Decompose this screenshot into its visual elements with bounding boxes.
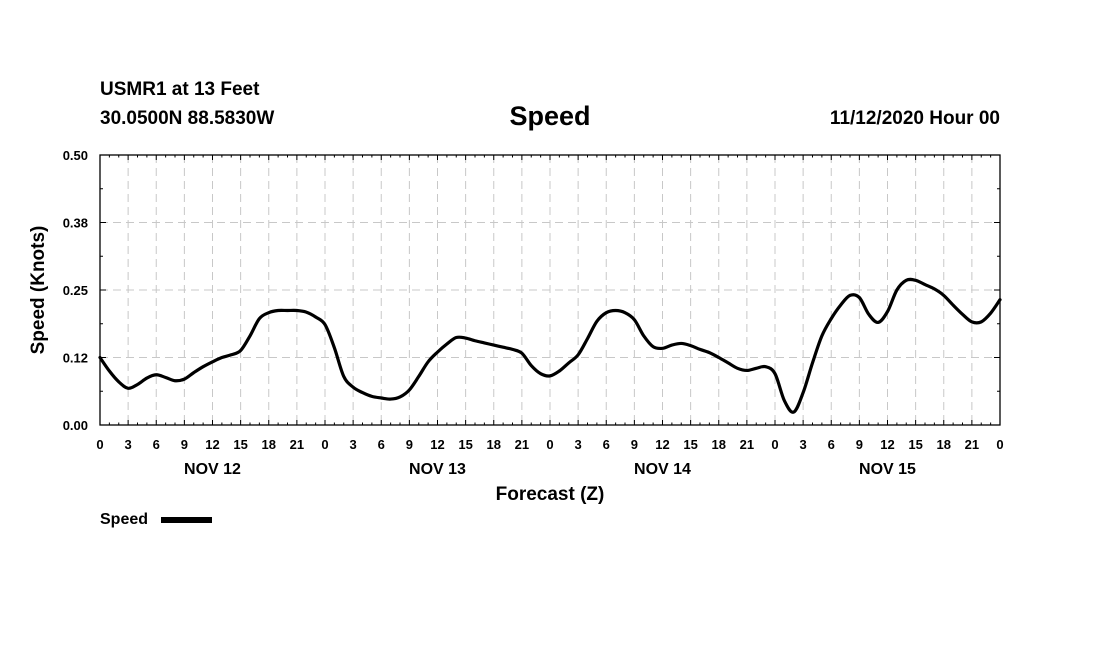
x-tick-label: 12 <box>430 437 444 452</box>
y-axis-label: Speed (Knots) <box>28 226 49 355</box>
x-tick-labels: 0 3 6 9 12 15 18 21 0 3 6 9 12 15 18 21 0 3 6 9 12 15 18 21 0 3 6 9… <box>96 437 1003 452</box>
day-label: NOV 12 <box>184 461 241 478</box>
x-tick-label: 0 <box>96 437 103 452</box>
x-tick-label: 0 <box>546 437 553 452</box>
legend: Speed <box>100 511 212 528</box>
x-tick-label: 9 <box>181 437 188 452</box>
x-tick-label: 6 <box>603 437 610 452</box>
x-tick-label: 15 <box>908 437 922 452</box>
plot-frame <box>99 154 1001 426</box>
x-tick-label: 21 <box>290 437 304 452</box>
y-tick-label: 0.38 <box>63 216 88 231</box>
y-tick-label: 0.25 <box>63 283 88 298</box>
y-tick-label: 0.00 <box>63 418 88 433</box>
x-tick-label: 9 <box>631 437 638 452</box>
datetime-label: 11/12/2020 Hour 00 <box>830 108 1000 129</box>
legend-label: Speed <box>100 511 148 528</box>
x-axis-label: Forecast (Z) <box>496 484 605 505</box>
day-labels: NOV 12 NOV 13 NOV 14 NOV 15 <box>184 461 916 478</box>
gridlines <box>100 155 1000 425</box>
x-tick-label: 6 <box>153 437 160 452</box>
x-tick-label: 21 <box>965 437 979 452</box>
x-tick-label: 21 <box>515 437 529 452</box>
x-tick-label: 6 <box>828 437 835 452</box>
x-tick-label: 15 <box>458 437 472 452</box>
x-tick-label: 21 <box>740 437 754 452</box>
x-tick-label: 9 <box>856 437 863 452</box>
coords-label: 30.0500N 88.5830W <box>100 108 274 129</box>
x-tick-label: 12 <box>655 437 669 452</box>
day-label: NOV 15 <box>859 461 916 478</box>
x-tick-label: 15 <box>683 437 697 452</box>
y-tick-labels: 0.00 0.12 0.25 0.38 0.50 <box>63 148 88 433</box>
x-tick-label: 0 <box>321 437 328 452</box>
x-tick-label: 3 <box>575 437 582 452</box>
x-tick-label: 18 <box>487 437 501 452</box>
x-tick-label: 3 <box>125 437 132 452</box>
x-tick-label: 6 <box>378 437 385 452</box>
y-tick-label: 0.12 <box>63 351 88 366</box>
x-tick-label: 0 <box>996 437 1003 452</box>
station-label: USMR1 at 13 Feet <box>100 79 260 100</box>
legend-swatch <box>161 517 212 523</box>
x-tick-label: 15 <box>233 437 247 452</box>
x-tick-label: 12 <box>880 437 894 452</box>
x-tick-label: 9 <box>406 437 413 452</box>
x-tick-label: 18 <box>262 437 276 452</box>
x-tick-label: 18 <box>712 437 726 452</box>
x-tick-label: 18 <box>937 437 951 452</box>
day-label: NOV 14 <box>634 461 691 478</box>
x-tick-label: 3 <box>800 437 807 452</box>
x-tick-label: 0 <box>771 437 778 452</box>
x-tick-label: 3 <box>350 437 357 452</box>
y-tick-label: 0.50 <box>63 148 88 163</box>
day-label: NOV 13 <box>409 461 466 478</box>
speed-series-line <box>98 277 1002 414</box>
x-tick-label: 12 <box>205 437 219 452</box>
chart-title: Speed <box>509 101 590 131</box>
